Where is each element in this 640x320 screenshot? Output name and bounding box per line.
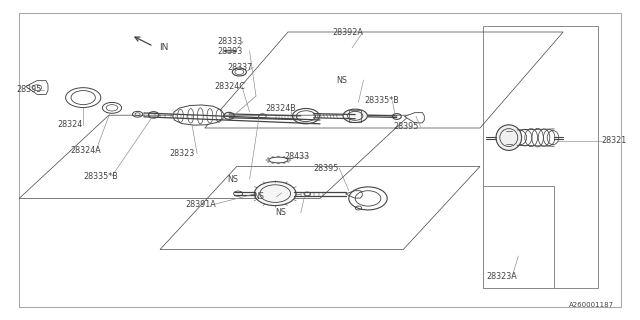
Text: NS: NS [336,76,347,84]
Text: 28391A: 28391A [186,200,216,209]
Polygon shape [346,191,362,198]
Text: NS: NS [253,192,264,201]
Text: 28392A: 28392A [333,28,364,36]
Text: 28324A: 28324A [70,146,101,155]
Text: 28324C: 28324C [214,82,245,91]
Text: 28324B: 28324B [266,104,296,113]
Text: 28321: 28321 [602,136,627,145]
Text: 28335*B: 28335*B [365,96,399,105]
Text: 28393: 28393 [218,47,243,56]
Text: A260001187: A260001187 [569,302,614,308]
Text: 28323A: 28323A [486,272,517,281]
Text: 28335*B: 28335*B [83,172,118,180]
Text: IN: IN [159,43,168,52]
Text: 28337: 28337 [227,63,252,72]
Text: 28333: 28333 [218,37,243,46]
Text: 28395: 28395 [314,164,339,172]
Text: 28324: 28324 [58,120,83,129]
Polygon shape [173,105,224,125]
Text: 28433: 28433 [285,152,310,161]
Polygon shape [26,81,48,94]
Ellipse shape [496,125,522,150]
Text: 28395: 28395 [16,85,42,94]
Ellipse shape [254,182,296,206]
Ellipse shape [343,109,367,123]
Text: 28323: 28323 [170,149,195,158]
Text: 28395: 28395 [394,122,419,131]
Polygon shape [404,113,424,123]
Text: NS: NS [227,175,238,184]
Text: NS: NS [275,208,286,217]
